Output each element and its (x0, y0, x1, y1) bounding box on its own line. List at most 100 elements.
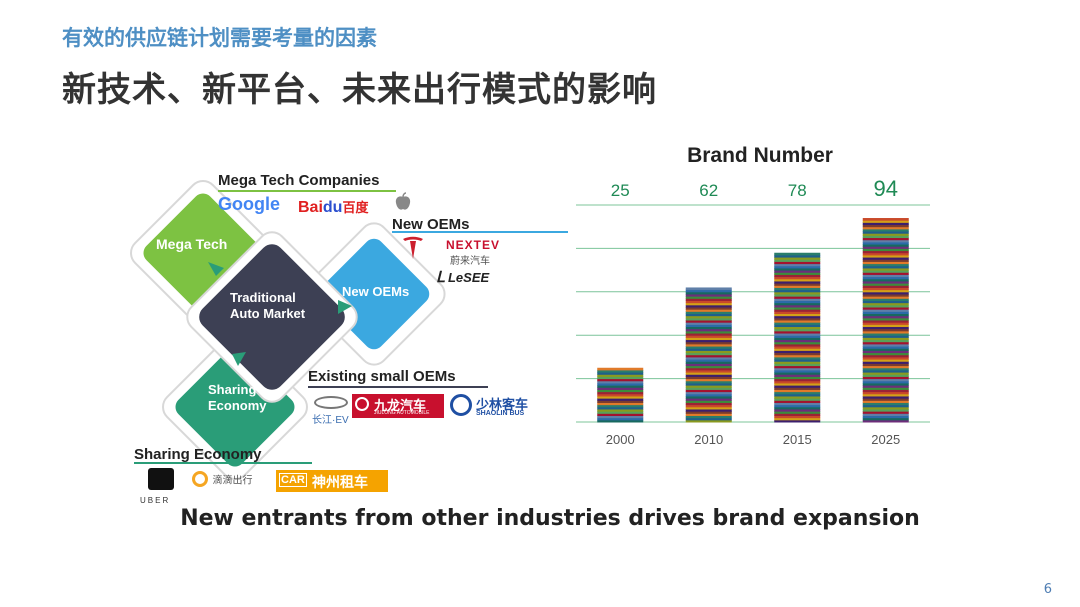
bar-segment (597, 369, 644, 373)
bar-segment (862, 261, 909, 265)
jiulong-logo: 九龙汽车 JIULONG AUTOMOBILE (352, 394, 444, 418)
bar-segment (862, 337, 909, 341)
bar-segment (774, 378, 821, 382)
bar-segment (685, 400, 732, 403)
bar-segment (685, 317, 732, 321)
bar-segment (774, 369, 821, 373)
bar-segment (685, 298, 732, 301)
new-oems-section-label: New OEMs (392, 216, 470, 233)
car-logo-badge: CAR (279, 473, 307, 487)
bar-segment (685, 367, 732, 371)
diagram-shapes (130, 180, 446, 480)
value-label-2000: 25 (611, 181, 630, 200)
bar-segment (685, 419, 732, 423)
bar-segment (774, 313, 821, 317)
bar-segment (774, 335, 821, 338)
bar-segment (862, 231, 909, 234)
uber-logo: UBER (140, 468, 174, 508)
bar-segment (862, 341, 909, 345)
bar-segment (862, 417, 909, 421)
bar-segment (597, 395, 644, 399)
bar-segment (862, 389, 909, 393)
bar-segment (774, 372, 821, 375)
bar-segment (862, 385, 909, 388)
bar-segment (597, 374, 644, 377)
bar-segment (685, 348, 732, 351)
sharing-economy-label: Sharing Economy (134, 446, 262, 463)
bar-segment (862, 317, 909, 321)
bar-segment (685, 395, 732, 399)
bar-segment (685, 322, 732, 325)
x-tick-2025: 2025 (871, 432, 900, 447)
bar-segment (685, 309, 732, 312)
mega-tech-underline (218, 190, 396, 192)
bar-2015 (774, 252, 821, 423)
value-label-2025: 94 (874, 176, 898, 201)
bar-segment (685, 291, 732, 295)
bar-group (597, 218, 909, 423)
bar-segment (862, 376, 909, 380)
bar-segment (774, 352, 821, 356)
uber-logo-text: UBER (140, 496, 171, 505)
bar-segment (862, 393, 909, 397)
bar-segment (774, 283, 821, 286)
bar-segment (774, 391, 821, 395)
bar-segment (774, 339, 821, 343)
shenzhou-logo-text: 神州租车 (312, 474, 368, 490)
bar-segment (862, 293, 909, 297)
baidu-logo: Baidu百度 (298, 197, 368, 217)
x-tick-2010: 2010 (694, 432, 723, 447)
bar-segment (862, 222, 909, 226)
bar-segment (774, 324, 821, 328)
bar-segment (862, 233, 909, 236)
bar-segment (774, 385, 821, 388)
bar-segment (774, 395, 821, 399)
bar-segment (774, 350, 821, 354)
bar-segment (774, 280, 821, 284)
bar-2010 (685, 287, 732, 423)
bar-segment (685, 343, 732, 347)
bar-segment (774, 343, 821, 347)
bar-segment (862, 237, 909, 241)
mega-tech-companies-label: Mega Tech Companies (218, 172, 380, 189)
bar-segment (685, 376, 732, 380)
bar-segment (774, 330, 821, 334)
new-oems-underline (392, 231, 568, 233)
bar-segment (685, 328, 732, 332)
bar-segment (685, 361, 732, 364)
bar-segment (862, 378, 909, 382)
bar-segment (685, 398, 732, 401)
bar-segment (862, 398, 909, 401)
bar-segment (862, 272, 909, 275)
bar-segment (774, 417, 821, 421)
bar-segment (862, 380, 909, 384)
shaolin-logo-sub: SHAOLIN BUS (476, 410, 525, 417)
bar-segment (597, 387, 644, 390)
bar-segment (862, 276, 909, 280)
bar-segment (597, 398, 644, 401)
bar-segment (685, 365, 732, 369)
bar-segment (774, 361, 821, 364)
bar-segment (862, 257, 909, 260)
didi-logo-text: 滴滴出行 (212, 475, 253, 487)
bar-segment (862, 415, 909, 419)
bar-segment (597, 385, 644, 388)
sharing-label-1: Sharing (208, 382, 257, 397)
bar-segment (774, 398, 821, 401)
bar-segment (774, 382, 821, 386)
baidu-logo-cn: 百度 (342, 200, 369, 215)
bar-segment (774, 276, 821, 280)
bar-segment (862, 296, 909, 299)
bar-segment (774, 400, 821, 403)
bar-segment (774, 257, 821, 260)
bar-segment (862, 300, 909, 304)
bar-segment (862, 395, 909, 399)
bar-segment (862, 309, 909, 312)
bar-segment (774, 291, 821, 295)
bar-segment (685, 335, 732, 338)
bar-segment (862, 365, 909, 369)
baidu-logo-text: Bai (298, 199, 323, 216)
bar-segment (862, 235, 909, 239)
bar-segment (685, 350, 732, 354)
bar-segment (774, 287, 821, 291)
